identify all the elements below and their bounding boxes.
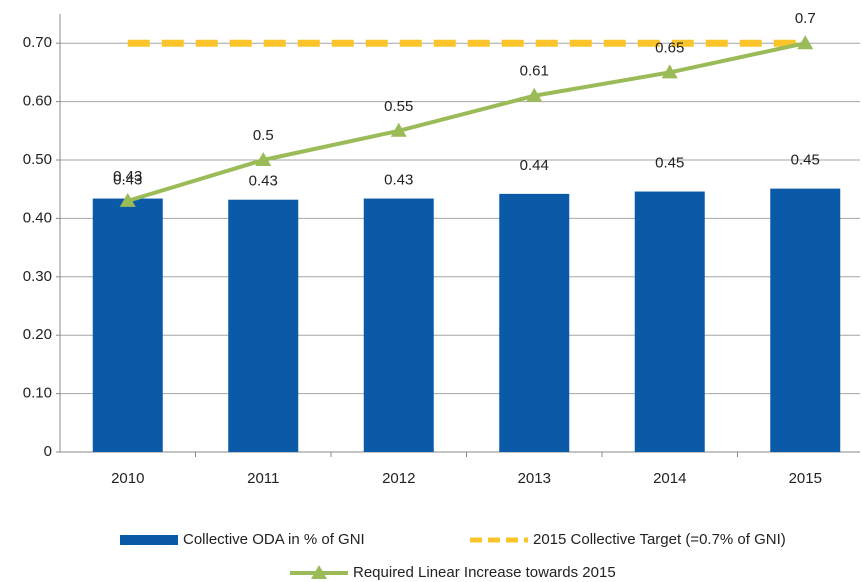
y-tick-label: 0.50	[23, 151, 52, 168]
data-label: 0.44	[520, 157, 549, 174]
data-label: 0.65	[655, 39, 684, 56]
marker	[526, 87, 543, 102]
x-tick-label: 2013	[518, 470, 551, 487]
data-label: 0.61	[520, 63, 549, 80]
y-tick-label: 0.20	[23, 326, 52, 343]
legend-swatch	[120, 535, 178, 545]
marker	[119, 192, 136, 207]
x-tick-label: 2010	[111, 470, 144, 487]
data-label: 0.45	[655, 155, 684, 172]
data-label: 0.43	[249, 173, 278, 190]
y-tick-label: 0.10	[23, 385, 52, 402]
y-tick-label: 0.30	[23, 268, 52, 285]
legend-label: 2015 Collective Target (=0.7% of GNI)	[533, 531, 786, 548]
data-label: 0.43	[384, 172, 413, 189]
marker	[255, 152, 272, 166]
bar	[92, 198, 163, 452]
data-label: 0.43	[113, 172, 142, 189]
data-label: 0.55	[384, 98, 413, 115]
legend-marker	[311, 565, 327, 579]
x-tick-label: 2015	[789, 470, 822, 487]
y-tick-label: 0.40	[23, 209, 52, 226]
bar	[499, 193, 570, 452]
marker	[390, 122, 407, 137]
data-label: 0.43	[113, 168, 142, 185]
bar	[363, 198, 434, 452]
x-tick-label: 2014	[653, 470, 686, 487]
y-tick-label: 0.70	[23, 34, 52, 51]
data-label: 0.45	[791, 152, 820, 169]
x-tick-label: 2012	[382, 470, 415, 487]
marker	[797, 35, 814, 50]
data-label: 0.7	[795, 10, 816, 27]
bar	[770, 188, 841, 452]
y-tick-label: 0.60	[23, 93, 52, 110]
data-label: 0.5	[253, 127, 274, 144]
marker	[661, 64, 678, 79]
legend-label: Collective ODA in % of GNI	[183, 531, 365, 548]
bar	[634, 191, 705, 452]
bar	[228, 199, 299, 452]
y-tick-label: 0	[44, 443, 52, 460]
x-tick-label: 2011	[247, 470, 279, 487]
trend-line	[127, 41, 806, 203]
legend-label: Required Linear Increase towards 2015	[353, 564, 616, 581]
